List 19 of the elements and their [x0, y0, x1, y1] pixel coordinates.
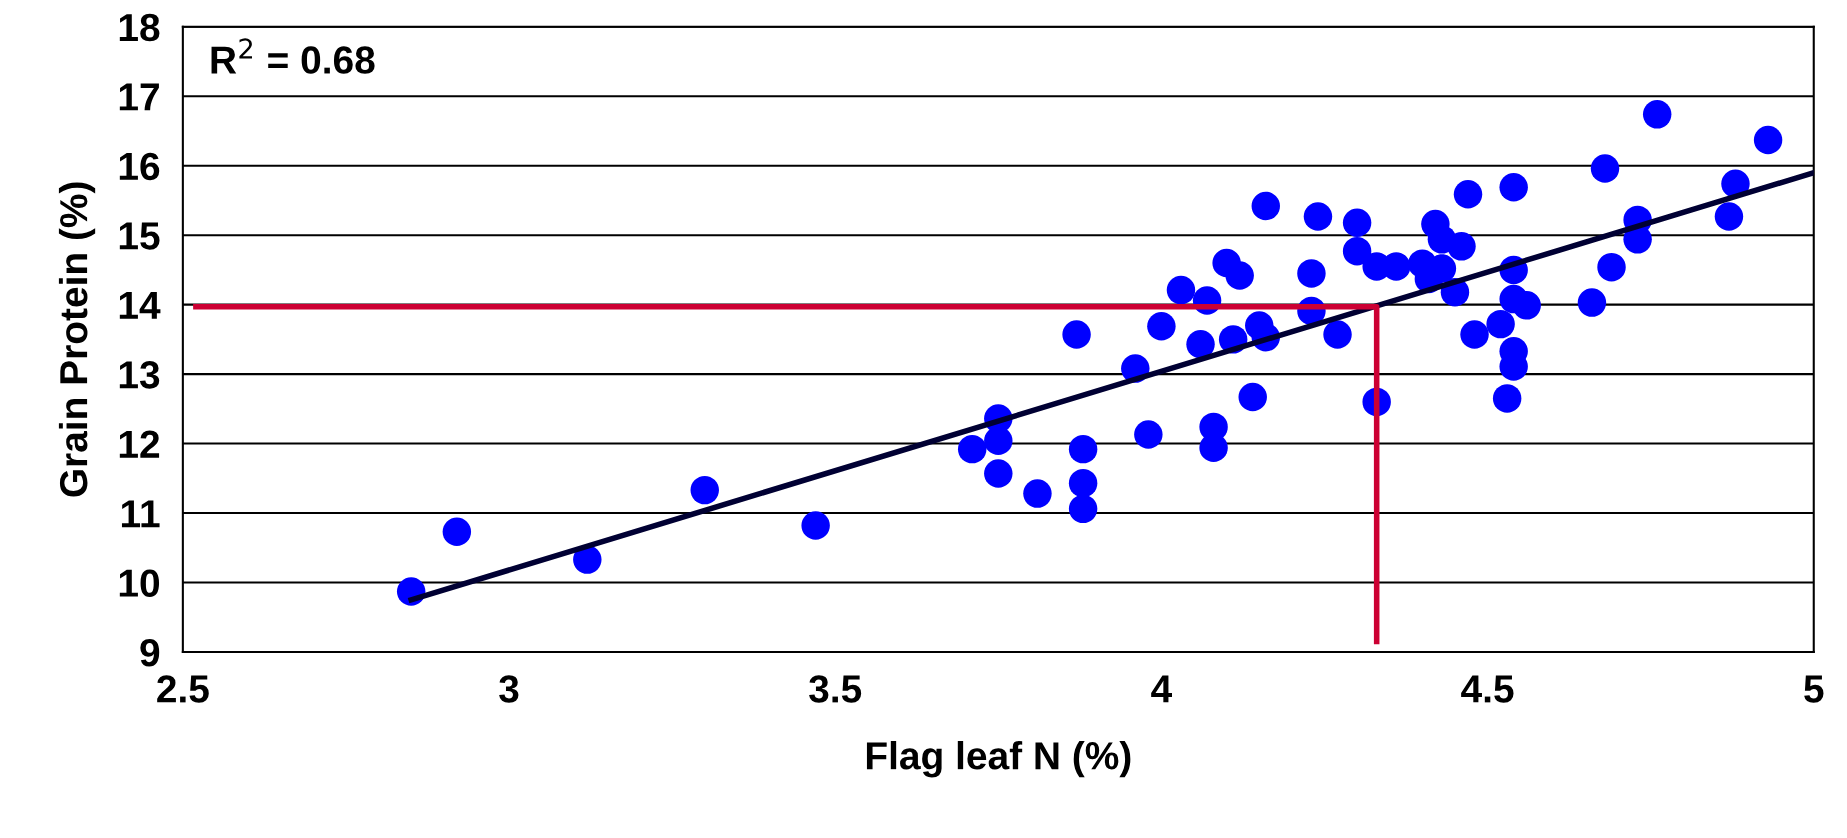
- x-tick-label: 2.5: [157, 675, 209, 703]
- x-tick-label: 4: [1151, 675, 1172, 703]
- x-tick-label: 3: [499, 675, 519, 703]
- y-tick-label: 9: [140, 638, 160, 667]
- y-tick-label: 16: [119, 152, 160, 181]
- y-tick-label: 12: [119, 430, 160, 458]
- y-tick-label: 11: [121, 500, 160, 528]
- y-axis-title: Grain Protein (%): [58, 182, 96, 497]
- y-tick-label: 15: [119, 222, 160, 250]
- annotation: R$^{2}$ = 0.68: [211, 38, 375, 74]
- y-tick-label: 18: [119, 13, 160, 42]
- x-axis-title: Flag leaf N (%): [866, 740, 1131, 778]
- y-tick-label: 14: [119, 292, 161, 319]
- y-tick-label: 10: [119, 569, 160, 597]
- x-tick-label: 3.5: [809, 675, 862, 703]
- y-tick-label: 17: [119, 83, 159, 111]
- y-tick-label: 13: [119, 361, 160, 389]
- x-tick-label: 4.5: [1461, 675, 1514, 703]
- x-tick-label: 5: [1804, 675, 1824, 703]
